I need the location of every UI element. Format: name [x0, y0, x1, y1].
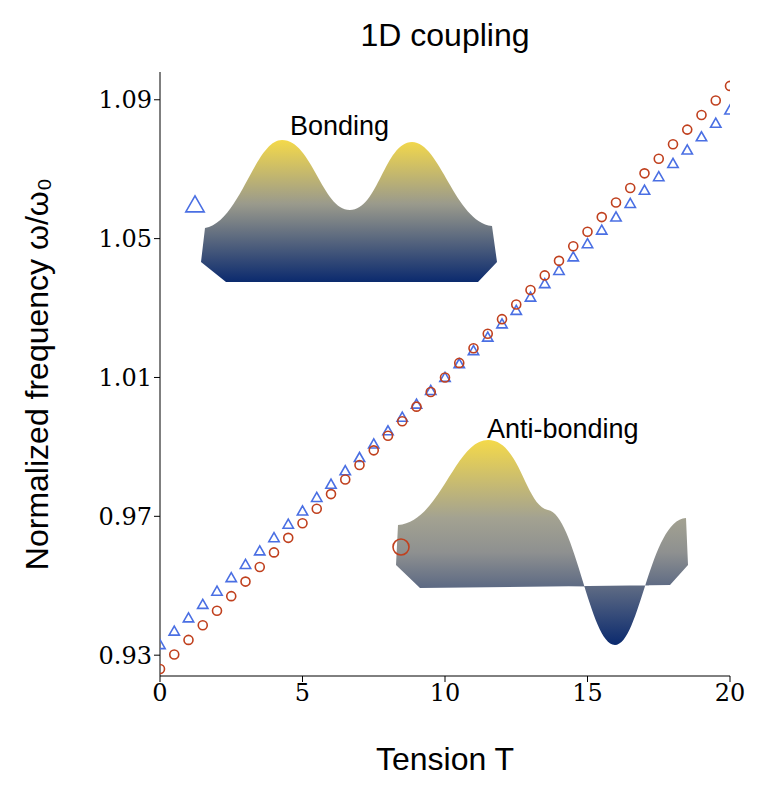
svg-text:10: 10: [430, 679, 461, 707]
svg-text:0: 0: [152, 679, 167, 707]
svg-text:Tension T: Tension T: [376, 741, 514, 777]
svg-text:Normalized frequency ω/ω₀: Normalized frequency ω/ω₀: [19, 178, 55, 570]
svg-text:Bonding: Bonding: [290, 111, 389, 141]
svg-text:1.01: 1.01: [99, 364, 152, 392]
svg-text:0.97: 0.97: [99, 503, 152, 531]
svg-text:20: 20: [715, 679, 746, 707]
svg-text:15: 15: [572, 679, 603, 707]
svg-text:1.09: 1.09: [99, 86, 152, 114]
svg-text:1.05: 1.05: [99, 225, 152, 253]
svg-text:0.93: 0.93: [99, 642, 152, 670]
svg-text:5: 5: [295, 679, 310, 707]
svg-text:Anti-bonding: Anti-bonding: [487, 414, 639, 444]
svg-text:1D coupling: 1D coupling: [361, 17, 530, 53]
